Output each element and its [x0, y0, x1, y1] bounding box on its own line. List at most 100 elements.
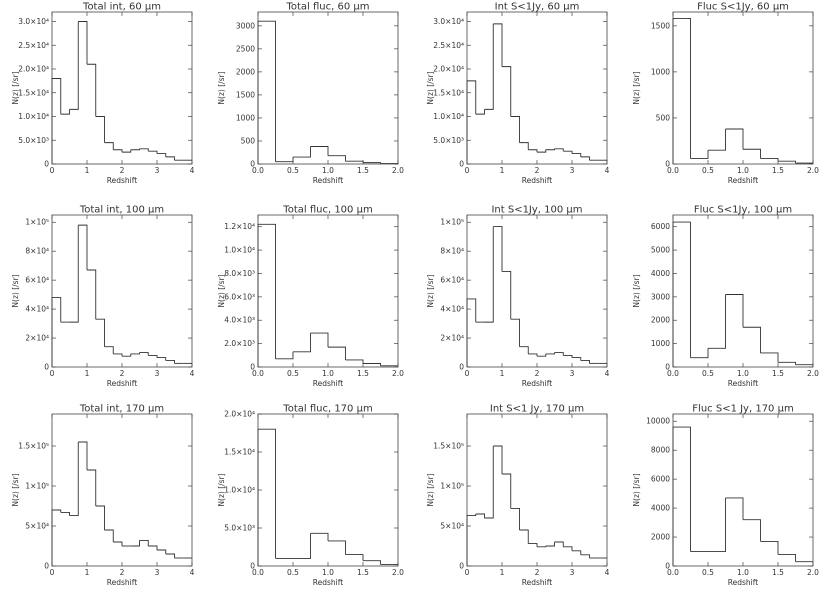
- x-tick-label: 0.0: [252, 568, 264, 577]
- chart-panel-3: Int S<1Jy, 60 μm 0 1 2 3 4 0 5.0×10³ 1.0×10⁴ 1.5×…: [426, 2, 610, 186]
- histogram-bin-5: [87, 469, 97, 506]
- histogram-bin-11: [554, 148, 564, 152]
- histogram-bin-4: [78, 224, 88, 271]
- histogram-bin-3: [484, 23, 494, 110]
- histogram-bin-7: [104, 142, 114, 150]
- histogram-bin-4: [310, 332, 329, 348]
- y-tick-label: 5×10⁴: [440, 522, 464, 531]
- chart-panel-8: Fluc S<1Jy, 100 μm 0.0 0.5 1.0 1.5 2.0 0 1000 20…: [632, 205, 819, 389]
- histogram-bin-9: [537, 149, 547, 153]
- y-tick-label: 1.2×10⁴: [224, 222, 255, 231]
- histogram-bin-13: [572, 550, 582, 555]
- x-tick-label: 0: [50, 369, 55, 378]
- y-tick-label: 2×10⁴: [440, 334, 464, 343]
- y-tick-label: 4×10⁴: [440, 305, 464, 314]
- x-tick-label: 1.0: [737, 568, 749, 577]
- histogram-bin-5: [502, 473, 512, 509]
- y-tick-label: 8000: [651, 446, 670, 455]
- histogram-bin-6: [510, 116, 520, 143]
- x-axis-label: Redshift: [522, 176, 553, 185]
- x-tick-label: 0: [50, 568, 55, 577]
- histogram-bin-3: [69, 21, 79, 110]
- histogram-bin-11: [554, 541, 564, 547]
- y-tick-label: 6.0×10³: [224, 292, 255, 301]
- x-tick-label: 0.0: [667, 568, 679, 577]
- y-tick-label: 4000: [651, 269, 670, 278]
- x-tick-label: 0.5: [702, 568, 714, 577]
- histogram-bin-7: [104, 529, 114, 542]
- y-tick-label: 8×10⁴: [25, 247, 49, 256]
- y-tick-label: 2×10⁴: [25, 334, 49, 343]
- y-tick-label: 0: [44, 160, 49, 169]
- histogram-bin-6: [760, 352, 779, 363]
- x-tick-label: 0: [465, 369, 470, 378]
- histogram-bin-5: [502, 66, 512, 117]
- y-tick-label: 500: [241, 136, 256, 145]
- histogram-bin-2: [275, 351, 294, 360]
- y-tick-label: 2.5×10⁴: [18, 41, 49, 50]
- histogram-bin-8: [113, 353, 123, 357]
- y-axis-label: N(z) [/sr]: [217, 473, 226, 506]
- x-tick-label: 2.0: [392, 369, 404, 378]
- plot-frame: [51, 214, 193, 368]
- x-tick-label: 3: [570, 369, 575, 378]
- plot-frame: [672, 413, 814, 567]
- histogram-bin-14: [165, 360, 175, 364]
- y-tick-label: 1.0×10⁴: [224, 486, 255, 495]
- y-axis-label: N(z) [/sr]: [11, 473, 20, 506]
- x-axis-label: Redshift: [728, 578, 759, 587]
- histogram-bin-6: [95, 505, 105, 530]
- histogram-bin-4: [78, 21, 88, 65]
- y-tick-label: 1.5×10⁴: [433, 88, 464, 97]
- chart-panel-2: Total fluc, 60 μm 0.0 0.5 1.0 1.5 2.0 0 500 1000…: [217, 2, 404, 186]
- x-tick-label: 2: [120, 568, 125, 577]
- x-axis-label: Redshift: [522, 578, 553, 587]
- histogram-bin-14: [165, 156, 175, 161]
- histogram-bin-13: [157, 357, 167, 361]
- y-tick-label: 5000: [651, 246, 670, 255]
- x-tick-label: 2.0: [807, 568, 819, 577]
- x-tick-label: 2: [535, 166, 540, 175]
- x-tick-label: 1.0: [322, 369, 334, 378]
- histogram-bin-7: [778, 160, 796, 164]
- histogram-bin-4: [725, 128, 744, 150]
- histogram-bin-4: [725, 497, 744, 520]
- histogram-bin-4: [310, 532, 329, 541]
- histogram-bin-3: [484, 446, 494, 519]
- y-tick-label: 1×10⁵: [25, 482, 49, 491]
- histogram-bin-1: [466, 514, 477, 566]
- histogram-bin-11: [139, 352, 149, 356]
- histogram-bin-10: [545, 148, 555, 151]
- x-axis-label: Redshift: [107, 578, 138, 587]
- histogram-bin-7: [363, 560, 381, 565]
- y-tick-label: 1500: [236, 90, 255, 99]
- histogram-bin-7: [778, 553, 796, 562]
- x-axis-label: Redshift: [107, 379, 138, 388]
- histogram-bin-6: [760, 540, 779, 555]
- histogram-bin-1: [257, 20, 276, 164]
- histogram-bin-3: [708, 497, 726, 552]
- y-tick-label: 4×10⁴: [25, 305, 49, 314]
- x-axis-label: Redshift: [728, 176, 759, 185]
- histogram-bin-3: [293, 533, 311, 559]
- x-tick-label: 0.5: [287, 369, 299, 378]
- histogram-bin-14: [580, 156, 590, 161]
- x-tick-label: 0.0: [252, 369, 264, 378]
- x-tick-label: 0.0: [252, 166, 264, 175]
- x-axis-label: Redshift: [313, 578, 344, 587]
- histogram-bin-6: [95, 116, 105, 143]
- y-tick-label: 2.0×10⁴: [224, 410, 255, 419]
- x-tick-label: 2: [120, 369, 125, 378]
- y-axis-label: N(z) [/sr]: [632, 473, 641, 506]
- histogram-bin-1: [672, 221, 691, 367]
- y-tick-label: 10000: [646, 417, 670, 426]
- histogram-bin-13: [157, 153, 167, 157]
- chart-title: Total fluc, 60 μm: [285, 2, 369, 13]
- histogram-bin-8: [528, 353, 538, 357]
- x-tick-label: 3: [155, 166, 160, 175]
- chart-panel-7: Int S<1Jy, 100 μm 0 1 2 3 4 0 2×10⁴ 4×10⁴ 6×10⁴ 8×…: [426, 205, 610, 389]
- y-axis-label: N(z) [/sr]: [632, 71, 641, 104]
- histogram-bin-3: [69, 442, 79, 517]
- histogram-bin-1: [51, 78, 62, 164]
- x-tick-label: 3: [570, 568, 575, 577]
